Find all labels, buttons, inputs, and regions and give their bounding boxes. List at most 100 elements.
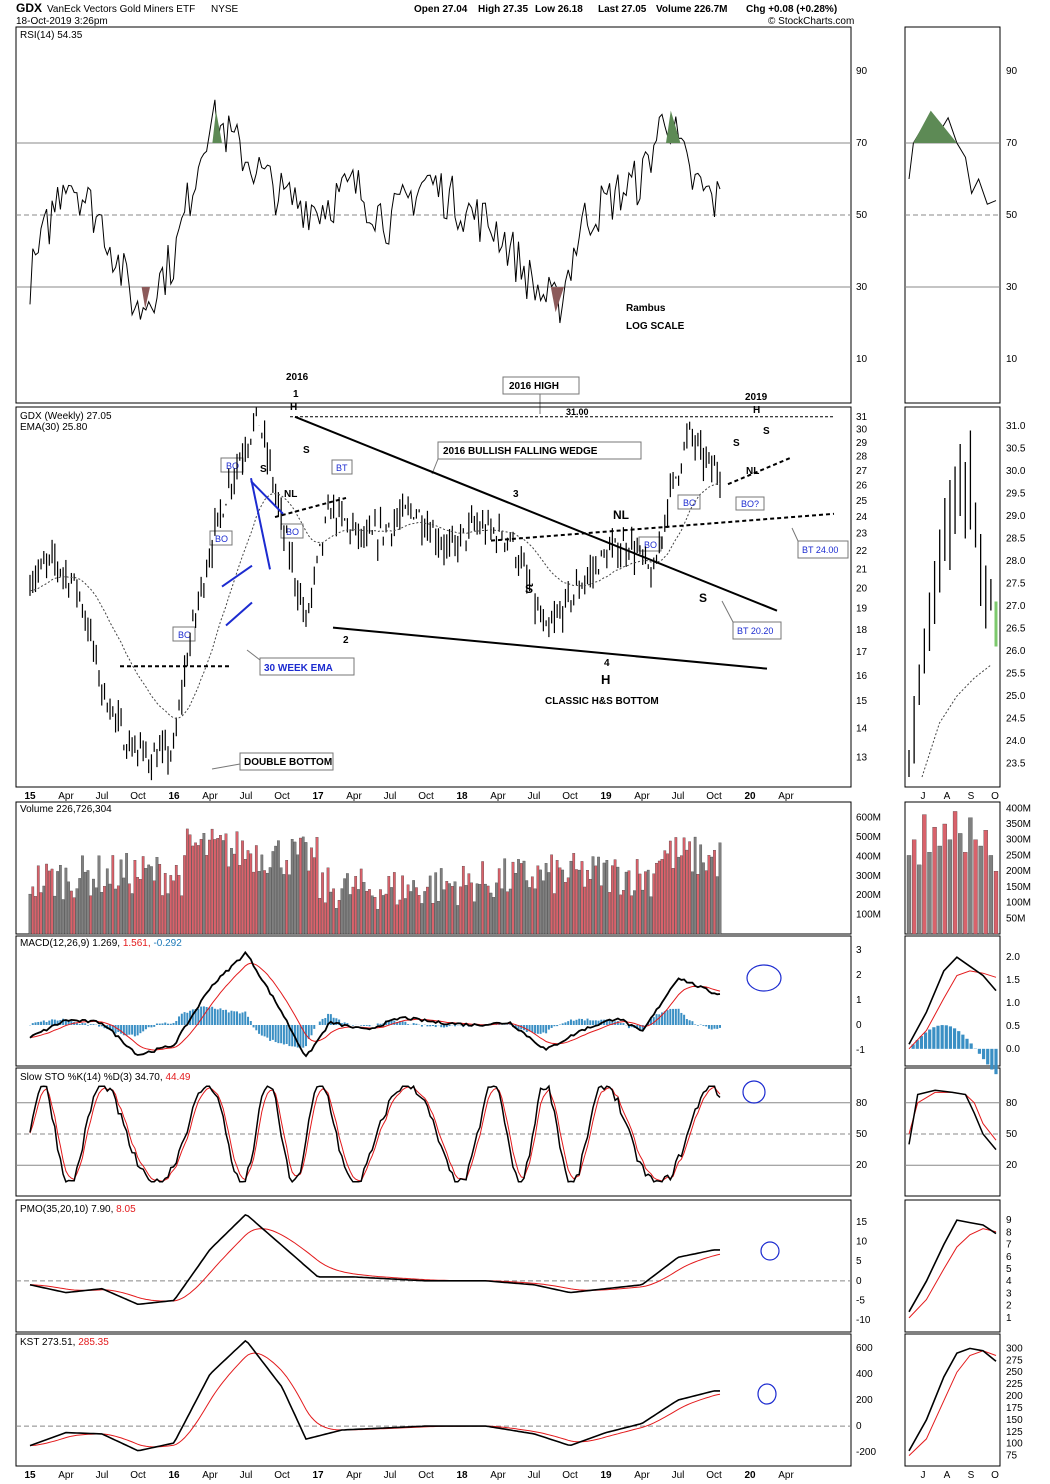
bo6-label: BO: [683, 498, 696, 508]
price-tick-24: 24: [856, 512, 868, 523]
price-tick-20: 20: [856, 584, 868, 595]
inset-pmo-tick-5: 5: [1006, 1264, 1012, 1275]
volume-bar: [241, 840, 244, 935]
inset-vol-tick-100M: 100M: [1006, 898, 1031, 909]
exchange: NYSE: [211, 4, 239, 15]
volume-bar: [243, 859, 247, 935]
volume-bar: [180, 895, 184, 935]
volume-bar: [583, 886, 587, 935]
x-label-top: Apr: [346, 791, 362, 802]
inset-kst-tick-125: 125: [1006, 1427, 1023, 1438]
macd-hist-bar: [550, 1025, 553, 1028]
volume-bar: [326, 867, 330, 935]
volume-bar: [649, 896, 653, 935]
bt20-box: [732, 621, 782, 640]
double-bottom-box: [239, 752, 334, 771]
kst-signal-line: [29, 1352, 721, 1448]
header-open: Open 27.04: [414, 4, 468, 15]
inset-kst-tick-75: 75: [1006, 1451, 1018, 1462]
macd-hist-bar: [622, 1023, 625, 1025]
macd-hist-bar: [89, 1024, 92, 1025]
macd-hist-bar: [390, 1020, 393, 1025]
volume-bar: [492, 897, 496, 935]
inset-vol-tick-250M: 250M: [1006, 850, 1031, 861]
macd-hist-bar: [365, 1025, 368, 1026]
volume-bar: [550, 854, 553, 935]
macd-hist-bar: [627, 1025, 630, 1029]
volume-bar: [619, 894, 622, 935]
macd-hist-bar: [431, 1025, 434, 1027]
volume-bar: [279, 867, 283, 935]
macd-hist-bar: [125, 1025, 128, 1036]
pmo-legend: PMO(35,20,10) 7.90, 8.05: [20, 1204, 136, 1215]
macd-hist-bar: [694, 1024, 697, 1025]
volume-bar: [644, 871, 647, 935]
volume-bar: [688, 841, 691, 935]
volume-bar: [611, 865, 614, 935]
volume-bar: [221, 840, 225, 935]
x-label-top: Oct: [274, 791, 290, 802]
macd-hist-bar: [269, 1025, 272, 1041]
price-tick-29: 29: [856, 438, 868, 449]
inset-frame-kst: [904, 1333, 1001, 1467]
volume-bar: [208, 839, 211, 935]
macd-hist-bar: [360, 1025, 363, 1026]
x-label-bottom: Jul: [384, 1470, 397, 1481]
macd-hist-bar: [707, 1025, 710, 1029]
macd-hist-bar: [51, 1019, 54, 1025]
macd-tick-0: 0: [856, 1020, 862, 1031]
macd-hist-bar: [194, 1009, 197, 1025]
inset-volume-bar: [911, 839, 917, 935]
volume-bar: [119, 859, 123, 935]
volume-bar: [387, 876, 391, 935]
macd-hist-bar: [31, 1023, 34, 1025]
volume-bar: [539, 869, 542, 935]
symbol: GDX: [16, 1, 42, 15]
sto-circle: [742, 1080, 766, 1104]
macd-hist-bar: [368, 1025, 371, 1027]
macd-hist-bar: [401, 1021, 404, 1025]
year-2016-label: 2016: [286, 372, 309, 383]
inset-frame-pmo: [904, 1199, 1001, 1333]
volume-bar: [254, 845, 258, 935]
price-tick-30: 30: [856, 425, 868, 436]
rsi-tick-90: 90: [856, 66, 868, 77]
blue-line-1: [221, 564, 253, 588]
volume-bar: [125, 853, 128, 935]
volume-bar: [542, 880, 545, 935]
bt20-label: BT 20.20: [737, 626, 773, 636]
macd-hist-bar: [605, 1019, 608, 1025]
macd-hist-bar: [255, 1025, 258, 1031]
volume-bar: [318, 898, 322, 935]
macd-hist-bar: [224, 1009, 227, 1025]
inset-kst-tick-200: 200: [1006, 1391, 1023, 1402]
macd-hist-bar: [586, 1018, 589, 1025]
volume-bar: [337, 899, 341, 935]
macd-hist-bar: [583, 1020, 586, 1025]
inset-pmo-line: [908, 1219, 997, 1313]
inset-macd-hist: [990, 1048, 994, 1070]
volume-bar: [464, 885, 468, 935]
price-tick-14: 14: [856, 723, 868, 734]
inset-volume-bar: [952, 811, 958, 935]
volume-bar: [638, 873, 642, 935]
macd-hist-bar: [376, 1023, 379, 1025]
macd-hist-bar: [178, 1016, 181, 1025]
inset-macd-hist: [923, 1032, 928, 1049]
volume-bar: [693, 836, 697, 935]
macd-hist-bar: [520, 1025, 523, 1030]
volume-bar: [696, 874, 700, 935]
kst-tick-600: 600: [856, 1343, 873, 1354]
macd-hist-bar: [426, 1025, 429, 1027]
volume-bar: [34, 896, 37, 935]
security-name: VanEck Vectors Gold Miners ETF: [47, 4, 195, 15]
volume-bar: [293, 841, 297, 935]
macd-hist-bar: [109, 1025, 112, 1030]
neckline-2019: [727, 457, 791, 486]
x-label-bottom: Oct: [130, 1470, 146, 1481]
macd-hist-bar: [509, 1023, 512, 1025]
inset-price-tick-29.5: 29.5: [1006, 489, 1026, 500]
volume-bar: [702, 862, 705, 935]
macd-hist-bar: [669, 1008, 672, 1025]
